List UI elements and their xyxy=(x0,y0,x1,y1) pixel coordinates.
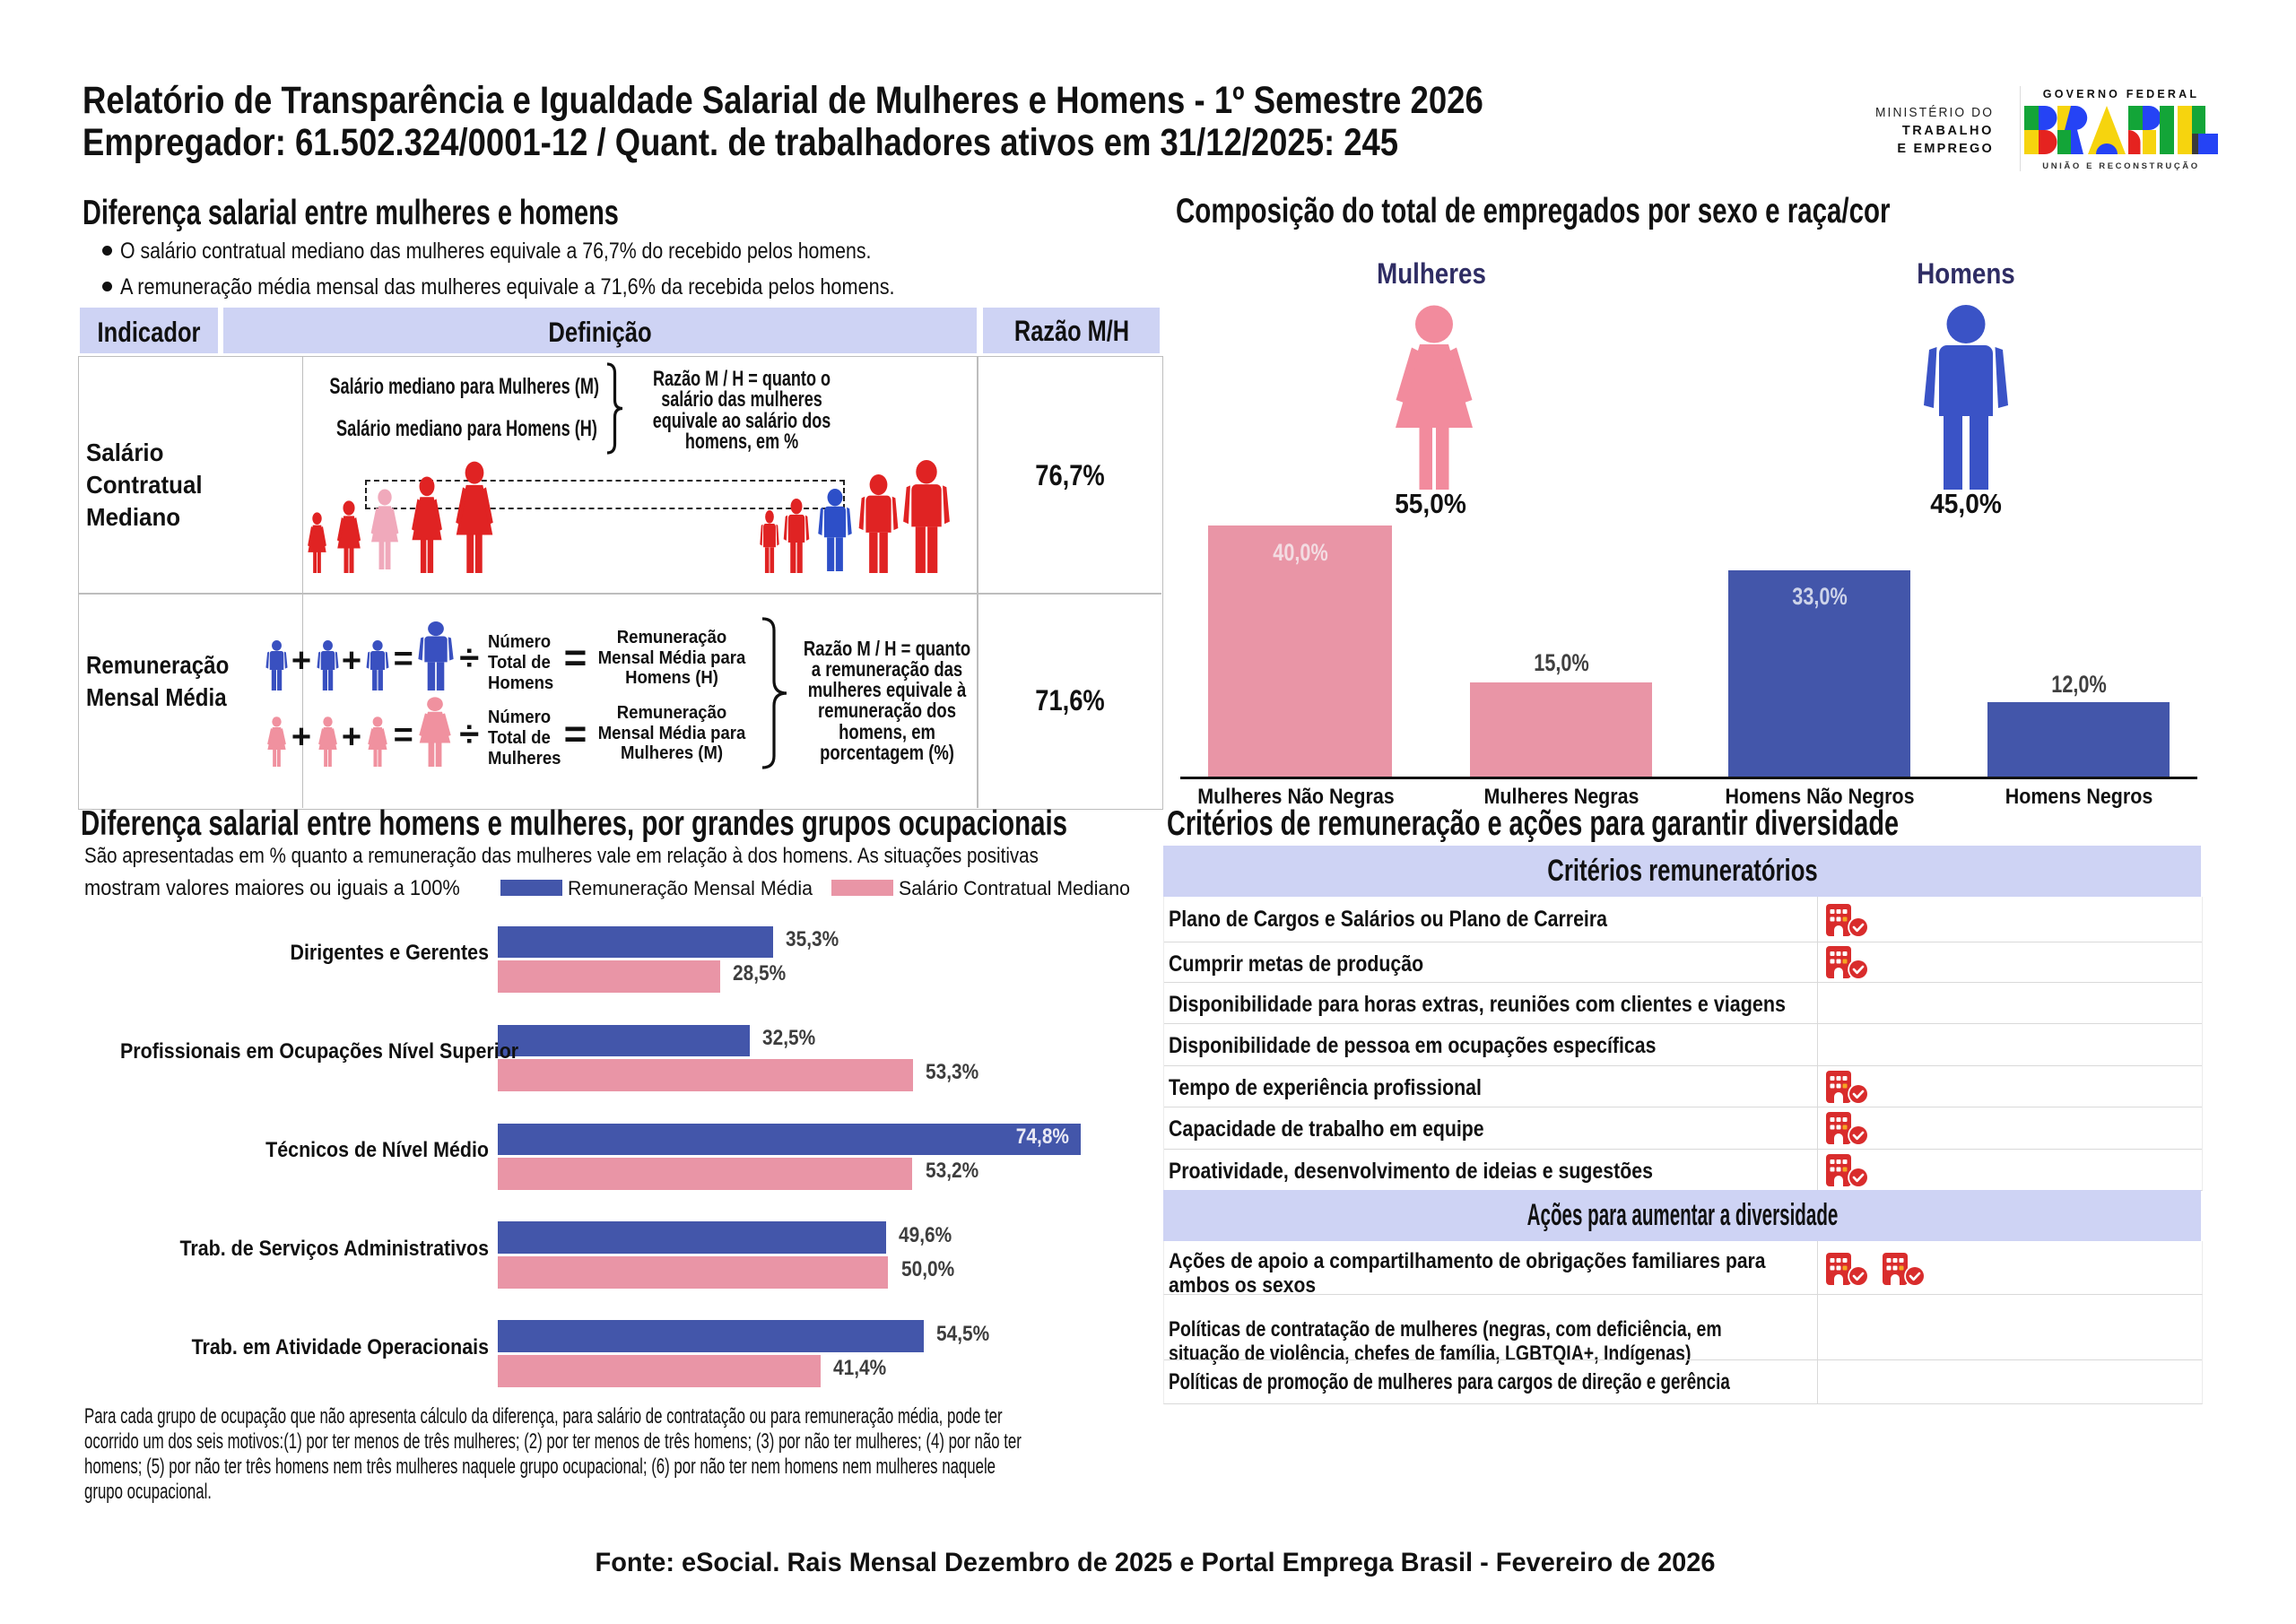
svg-text:GOVERNO FEDERAL: GOVERNO FEDERAL xyxy=(2043,88,2199,100)
svg-text:UNIÃO E RECONSTRUÇÃO: UNIÃO E RECONSTRUÇÃO xyxy=(2042,161,2200,171)
